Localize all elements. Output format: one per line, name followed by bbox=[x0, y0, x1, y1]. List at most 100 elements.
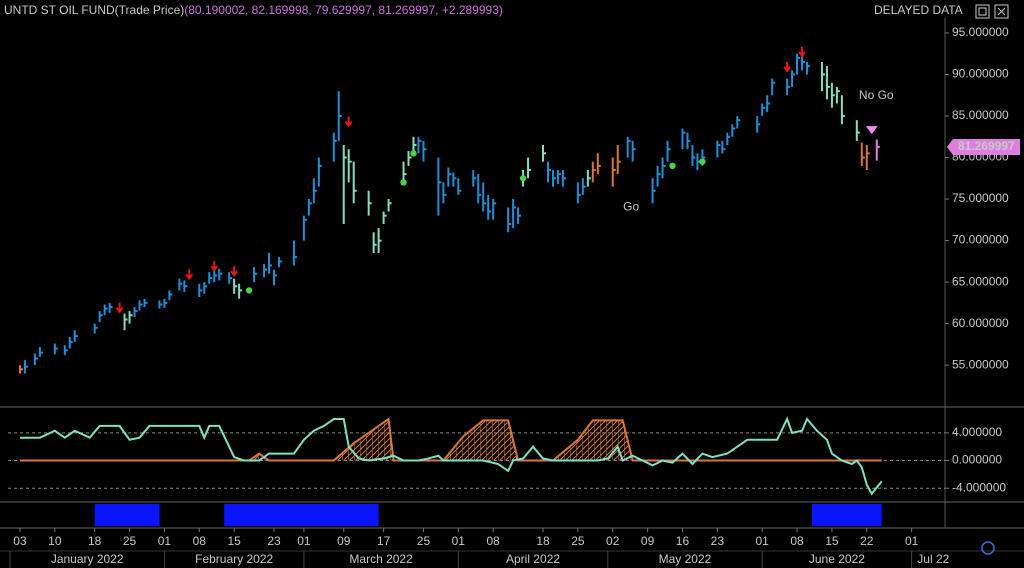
price-bar bbox=[422, 140, 427, 162]
price-bar bbox=[542, 145, 547, 162]
price-bar bbox=[218, 268, 223, 281]
signal-dot bbox=[519, 175, 527, 182]
chart-header: UNTD ST OIL FUND(Trade Price)(80.190002,… bbox=[4, 3, 503, 17]
price-bar bbox=[312, 178, 317, 204]
price-bar bbox=[138, 300, 143, 311]
sell-arrow bbox=[210, 261, 219, 272]
x-tick-label: 17 bbox=[377, 534, 391, 548]
sell-arrow bbox=[798, 46, 806, 58]
x-tick-label: 16 bbox=[676, 534, 690, 548]
price-bar bbox=[352, 161, 357, 204]
sell-arrow bbox=[185, 269, 194, 281]
signal-dot bbox=[410, 150, 417, 157]
x-tick-label: 23 bbox=[267, 534, 281, 548]
signal-dot bbox=[400, 179, 407, 186]
price-bar bbox=[576, 182, 581, 204]
price-bar bbox=[766, 95, 771, 112]
sell-arrow bbox=[344, 116, 353, 128]
x-tick-label: 02 bbox=[606, 534, 620, 548]
price-bar bbox=[527, 157, 532, 179]
price-bar bbox=[292, 240, 297, 266]
price-bar bbox=[18, 365, 23, 374]
sell-arrow bbox=[230, 266, 238, 277]
price-bar bbox=[233, 278, 238, 294]
month-label: January 2022 bbox=[51, 552, 124, 566]
price-bar bbox=[367, 190, 372, 216]
price-bar bbox=[791, 70, 796, 87]
price-bar bbox=[447, 167, 452, 187]
price-bar bbox=[33, 353, 38, 366]
y-tick-label: 65.000000 bbox=[952, 274, 1009, 288]
chart-title: UNTD ST OIL FUND(Trade Price) bbox=[4, 3, 184, 17]
price-bar bbox=[203, 282, 208, 294]
price-bar bbox=[208, 272, 213, 284]
sell-arrow bbox=[115, 302, 124, 314]
price-bar bbox=[168, 290, 173, 301]
close-button[interactable] bbox=[994, 4, 1009, 19]
y-tick-label: 90.000000 bbox=[952, 67, 1009, 81]
x-tick-label: 01 bbox=[905, 534, 919, 548]
x-tick-label: 01 bbox=[452, 534, 466, 548]
price-bar bbox=[477, 174, 482, 204]
x-tick-label: 25 bbox=[571, 534, 585, 548]
close-icon bbox=[997, 7, 1006, 16]
price-bar bbox=[93, 323, 98, 334]
y-tick-label: 4.000000 bbox=[952, 425, 1002, 439]
smiley-icon[interactable] bbox=[981, 541, 995, 555]
price-bar bbox=[691, 145, 696, 166]
last-price-label: 81.269997 bbox=[958, 139, 1015, 153]
price-bar bbox=[860, 142, 865, 166]
price-bar bbox=[228, 272, 233, 284]
price-bar bbox=[163, 298, 168, 308]
x-tick-label: 18 bbox=[536, 534, 550, 548]
signal-dot bbox=[669, 162, 676, 170]
price-bar bbox=[68, 336, 73, 349]
price-bar bbox=[198, 283, 203, 298]
price-bar bbox=[143, 298, 148, 308]
price-bar bbox=[123, 313, 128, 331]
price-bar bbox=[53, 343, 58, 355]
price-bar bbox=[253, 267, 258, 283]
price-bar bbox=[377, 228, 382, 254]
x-tick-label: 01 bbox=[756, 534, 770, 548]
price-bar bbox=[721, 140, 726, 154]
price-bar bbox=[487, 194, 492, 220]
price-bar bbox=[865, 145, 870, 170]
price-bar bbox=[581, 178, 586, 195]
price-bar bbox=[681, 128, 686, 150]
price-bar bbox=[213, 270, 218, 283]
price-bar bbox=[756, 115, 761, 133]
price-bar bbox=[342, 145, 347, 224]
price-bar bbox=[23, 360, 28, 374]
price-bar bbox=[437, 157, 442, 216]
x-tick-label: 15 bbox=[227, 534, 241, 548]
price-bar bbox=[178, 278, 183, 291]
price-bar bbox=[731, 124, 736, 137]
x-tick-label: 08 bbox=[487, 534, 501, 548]
price-bar bbox=[616, 145, 621, 175]
x-tick-label: 08 bbox=[193, 534, 207, 548]
price-bar bbox=[457, 178, 462, 195]
quote: (80.190002, 82.169998, 79.629997, 81.269… bbox=[184, 3, 503, 17]
window-button[interactable] bbox=[975, 4, 990, 19]
price-bar bbox=[277, 257, 282, 268]
signal-triangle bbox=[865, 126, 878, 135]
x-tick-label: 23 bbox=[711, 534, 725, 548]
price-bar bbox=[517, 207, 522, 224]
price-bar bbox=[661, 157, 666, 179]
price-bar bbox=[372, 232, 377, 254]
x-tick-label: 22 bbox=[860, 534, 874, 548]
month-label: June 2022 bbox=[809, 552, 865, 566]
price-bar bbox=[546, 161, 551, 183]
price-bar bbox=[786, 78, 791, 96]
x-tick-label: 09 bbox=[641, 534, 655, 548]
x-tick-label: 01 bbox=[297, 534, 311, 548]
price-bar bbox=[183, 280, 188, 293]
y-tick-label: 55.000000 bbox=[952, 357, 1009, 371]
window-button-icon bbox=[978, 7, 987, 16]
y-tick-label: 0.000000 bbox=[952, 453, 1002, 467]
x-tick-label: 10 bbox=[48, 534, 62, 548]
